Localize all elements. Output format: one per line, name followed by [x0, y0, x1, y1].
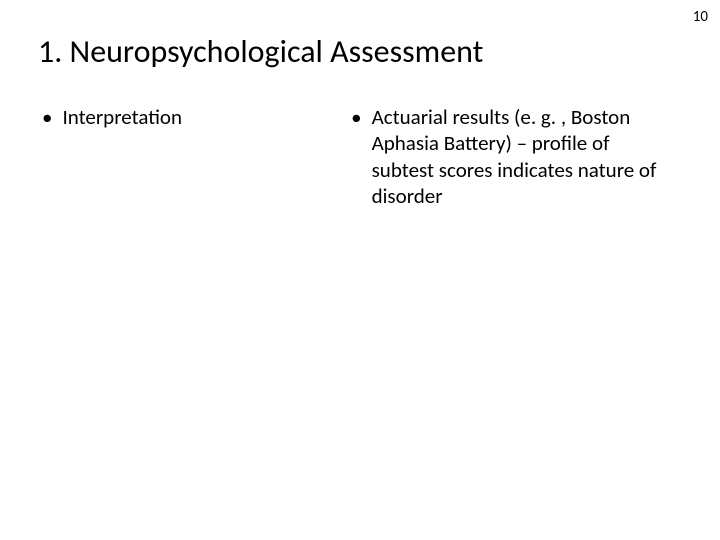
slide-title: 1. Neuropsychological Assessment	[38, 32, 483, 71]
left-column: • Interpretation	[38, 104, 347, 209]
list-item: • Actuarial results (e. g. , Boston Apha…	[347, 104, 682, 209]
list-item: • Interpretation	[38, 104, 347, 130]
bullet-icon: •	[351, 104, 361, 130]
bullet-text: Actuarial results (e. g. , Boston Aphasi…	[372, 104, 662, 209]
right-column: • Actuarial results (e. g. , Boston Apha…	[347, 104, 682, 209]
page-number: 10	[693, 8, 708, 26]
content-area: • Interpretation • Actuarial results (e.…	[38, 104, 682, 209]
bullet-text: Interpretation	[62, 104, 347, 130]
bullet-icon: •	[42, 104, 52, 130]
